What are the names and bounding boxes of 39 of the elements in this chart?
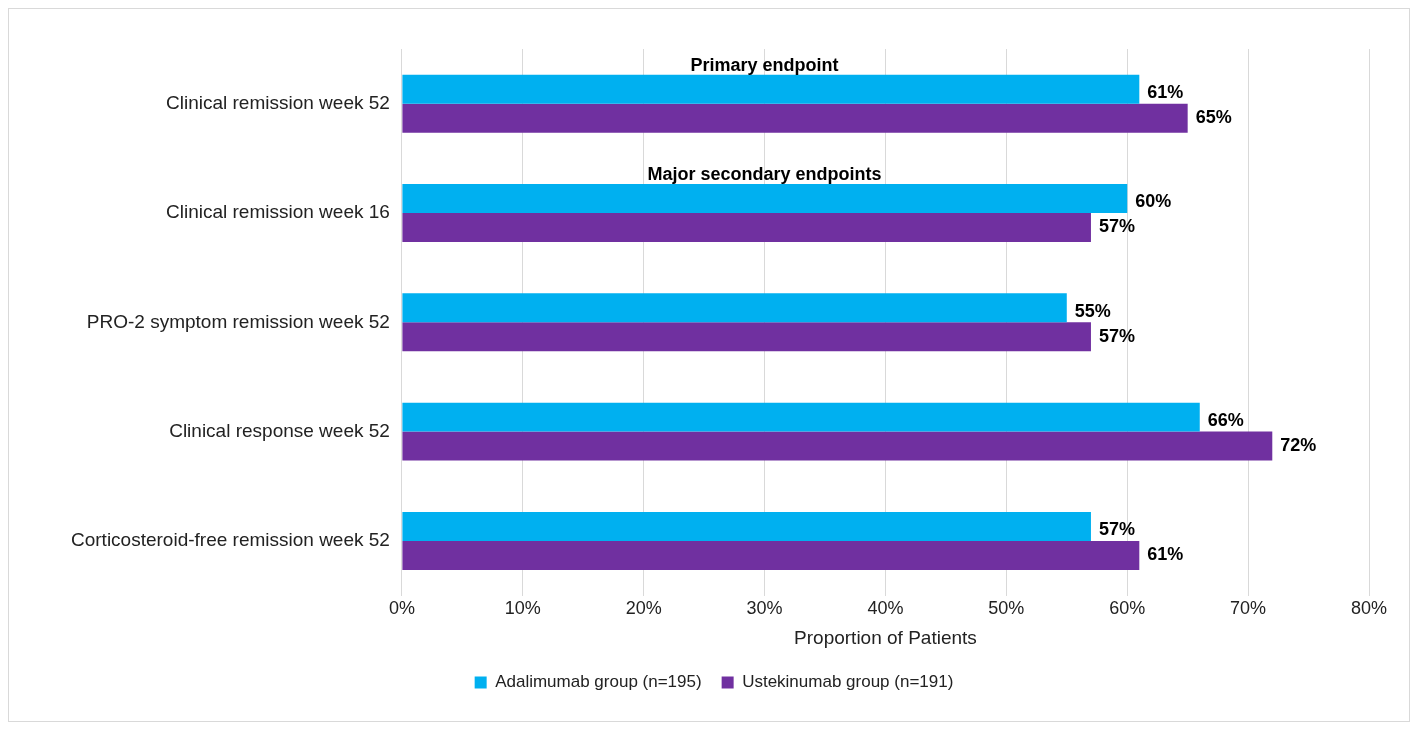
bar	[402, 540, 1140, 570]
y-tick-label: Corticosteroid-free remission week 52	[70, 529, 390, 551]
y-tick-label: PRO-2 symptom remission week 52	[86, 310, 390, 332]
x-tick-label: 50%	[988, 598, 1025, 619]
bar	[402, 322, 1091, 352]
x-tick-label: 20%	[625, 598, 662, 619]
bar	[402, 212, 1091, 242]
annotation: Major secondary endpoints	[647, 163, 882, 184]
text: 61%	[1147, 544, 1184, 565]
text: 61%	[1147, 82, 1184, 103]
text: 66%	[1207, 410, 1244, 431]
bar	[402, 511, 1091, 541]
text: 57%	[1098, 325, 1135, 346]
legend-label: Adalimumab group (n=195)	[495, 672, 702, 692]
legend-label: Ustekinumab group (n=191)	[742, 672, 954, 692]
bar	[402, 402, 1200, 432]
text: 65%	[1195, 107, 1232, 128]
bar	[402, 103, 1188, 133]
x-tick-label: 30%	[746, 598, 783, 619]
x-tick-label: 60%	[1109, 598, 1146, 619]
x-tick-label: 70%	[1230, 598, 1267, 619]
x-axis-title: Proportion of Patients	[794, 626, 977, 648]
text: 57%	[1098, 216, 1135, 237]
bar	[402, 74, 1140, 104]
text: 55%	[1074, 300, 1111, 321]
bar	[402, 431, 1273, 461]
x-tick-label: 80%	[1350, 598, 1388, 619]
text: 72%	[1280, 435, 1317, 456]
text: 57%	[1098, 519, 1135, 540]
y-tick-label: Clinical response week 52	[169, 419, 390, 441]
bar	[402, 293, 1067, 323]
x-tick-label: 0%	[388, 598, 415, 619]
bar	[402, 184, 1128, 213]
y-tick-label: Clinical remission week 52	[166, 91, 390, 113]
x-tick-label: 10%	[504, 598, 541, 619]
annotation: Primary endpoint	[690, 54, 839, 75]
y-tick-label: Clinical remission week 16	[166, 201, 390, 223]
x-tick-label: 40%	[867, 598, 904, 619]
text: 60%	[1135, 191, 1172, 212]
